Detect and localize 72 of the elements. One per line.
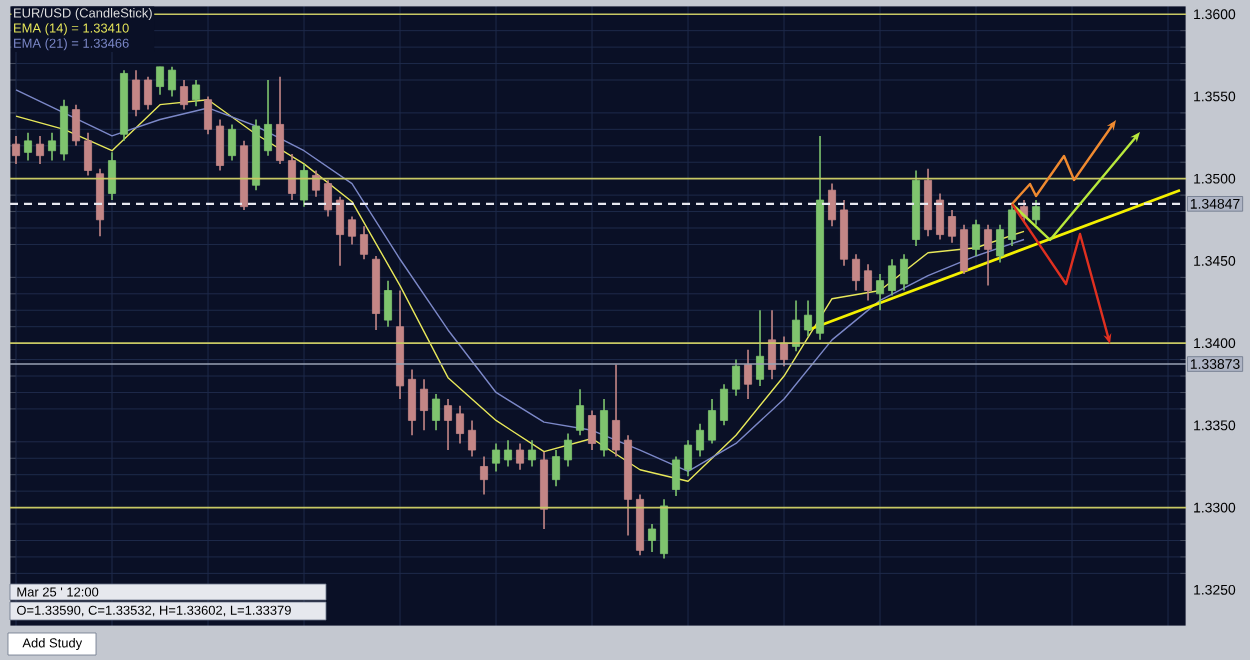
candlestick: [720, 383, 729, 427]
candlestick: [984, 223, 993, 287]
candlestick: [864, 263, 873, 302]
candlestick: [888, 258, 897, 297]
candlestick: [672, 455, 681, 497]
candlestick: [348, 215, 357, 246]
candlestick: [192, 79, 201, 108]
candlestick: [576, 388, 585, 437]
candlestick: [480, 455, 489, 496]
candlestick: [48, 131, 57, 162]
candlestick: [72, 103, 81, 147]
candlestick: [408, 368, 417, 437]
candlestick: [180, 79, 189, 111]
candlestick: [12, 135, 21, 165]
candlestick: [300, 163, 309, 208]
candlestick: [936, 192, 945, 241]
candlestick: [108, 151, 117, 201]
candlestick: [156, 66, 165, 96]
candlestick: [216, 118, 225, 172]
candlestick: [948, 209, 957, 244]
candlestick: [288, 153, 297, 201]
candlestick: [696, 422, 705, 458]
candlestick: [360, 225, 369, 261]
candlestick: [432, 393, 441, 432]
candlestick: [732, 358, 741, 397]
candlestick: [324, 179, 333, 218]
candlestick: [60, 98, 69, 162]
candlestick: [660, 498, 669, 560]
candlestick: [24, 131, 33, 162]
candlestick: [996, 223, 1005, 264]
candlestick: [420, 378, 429, 432]
candlestick: [852, 253, 861, 292]
candlestick: [744, 348, 753, 400]
candlestick: [312, 169, 321, 198]
candlestick: [588, 409, 597, 451]
candlestick: [828, 182, 837, 228]
candlestick: [84, 131, 93, 177]
candlestick: [972, 218, 981, 257]
candlestick: [528, 439, 537, 468]
candlestick: [804, 299, 813, 338]
candlestick: [384, 279, 393, 328]
candlestick: [444, 398, 453, 451]
candlestick: [36, 135, 45, 165]
candlestick: [228, 123, 237, 162]
candlestick: [756, 309, 765, 387]
candlestick: [276, 75, 285, 165]
candlestick: [492, 442, 501, 473]
candlestick: [204, 95, 213, 136]
candlestick: [264, 79, 273, 157]
candlestick: [132, 69, 141, 117]
candlestick: [516, 442, 525, 471]
candlestick: [1032, 199, 1041, 226]
candlestick: [684, 439, 693, 478]
candlestick: [1008, 202, 1017, 247]
candlestick: [960, 223, 969, 275]
candlestick: [564, 432, 573, 468]
candlestick: [648, 523, 657, 553]
candlestick: [456, 404, 465, 445]
candlestick: [900, 253, 909, 292]
candlestick: [468, 419, 477, 458]
candlestick: [168, 66, 177, 98]
candlestick: [504, 439, 513, 468]
candlestick: [612, 363, 621, 458]
candlestick: [144, 75, 153, 111]
candlestick: [336, 195, 345, 267]
candlestick: [96, 168, 105, 238]
candlestick: [600, 398, 609, 458]
candlestick: [708, 398, 717, 445]
candlestick: [552, 449, 561, 488]
candlestick: [876, 273, 885, 312]
candlestick: [780, 335, 789, 367]
candlestick: [792, 299, 801, 353]
